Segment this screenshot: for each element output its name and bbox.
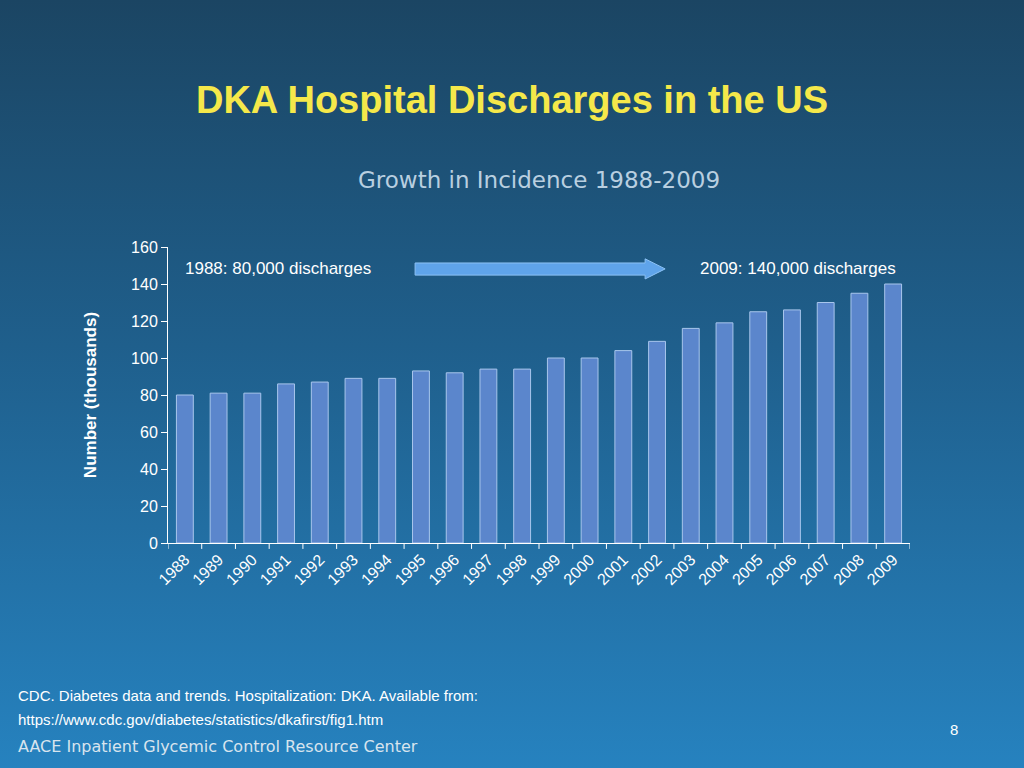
svg-text:1988: 80,000 discharges: 1988: 80,000 discharges xyxy=(185,259,371,278)
html-text:8: 8 xyxy=(950,721,959,738)
svg-text:140: 140 xyxy=(131,276,158,293)
svg-text:80: 80 xyxy=(140,387,158,404)
svg-text:DKA Hospital Discharges in the: DKA Hospital Discharges in the US xyxy=(196,79,828,121)
svg-text:120: 120 xyxy=(131,313,158,330)
svg-text:1999: 1999 xyxy=(526,551,563,588)
svg-text:1992: 1992 xyxy=(290,551,327,588)
svg-text:1993: 1993 xyxy=(324,551,361,588)
svg-text:2000: 2000 xyxy=(560,551,597,588)
svg-text:2006: 2006 xyxy=(763,551,800,588)
svg-text:1991: 1991 xyxy=(257,551,294,588)
svg-text:1989: 1989 xyxy=(189,551,226,588)
svg-text:2004: 2004 xyxy=(695,551,732,588)
html-text:https://www.cdc.gov/diabetes/s: https://www.cdc.gov/diabetes/statistics/… xyxy=(18,711,384,728)
svg-text:1994: 1994 xyxy=(358,551,395,588)
html-text:AACE Inpatient Glycemic Contro: AACE Inpatient Glycemic Control Resource… xyxy=(18,737,418,756)
svg-text:2007: 2007 xyxy=(796,551,833,588)
svg-text:2008: 2008 xyxy=(830,551,867,588)
svg-text:1996: 1996 xyxy=(425,551,462,588)
svg-text:100: 100 xyxy=(131,350,158,367)
svg-text:2009: 140,000 discharges: 2009: 140,000 discharges xyxy=(700,259,896,278)
svg-text:2001: 2001 xyxy=(594,551,631,588)
svg-text:2002: 2002 xyxy=(628,551,665,588)
svg-text:0: 0 xyxy=(149,535,158,552)
svg-text:2005: 2005 xyxy=(729,551,766,588)
svg-text:1995: 1995 xyxy=(392,551,429,588)
svg-text:20: 20 xyxy=(140,498,158,515)
svg-text:Growth in Incidence 1988-2009: Growth in Incidence 1988-2009 xyxy=(358,167,720,193)
svg-text:1990: 1990 xyxy=(223,551,260,588)
svg-text:Number (thousands): Number (thousands) xyxy=(81,312,100,478)
svg-text:1997: 1997 xyxy=(459,551,496,588)
svg-text:1998: 1998 xyxy=(493,551,530,588)
svg-text:2003: 2003 xyxy=(661,551,698,588)
svg-text:40: 40 xyxy=(140,461,158,478)
svg-text:2009: 2009 xyxy=(864,551,901,588)
html-text:CDC. Diabetes data and trends.: CDC. Diabetes data and trends. Hospitali… xyxy=(18,687,478,704)
svg-text:60: 60 xyxy=(140,424,158,441)
svg-text:160: 160 xyxy=(131,239,158,256)
svg-text:1988: 1988 xyxy=(155,551,192,588)
